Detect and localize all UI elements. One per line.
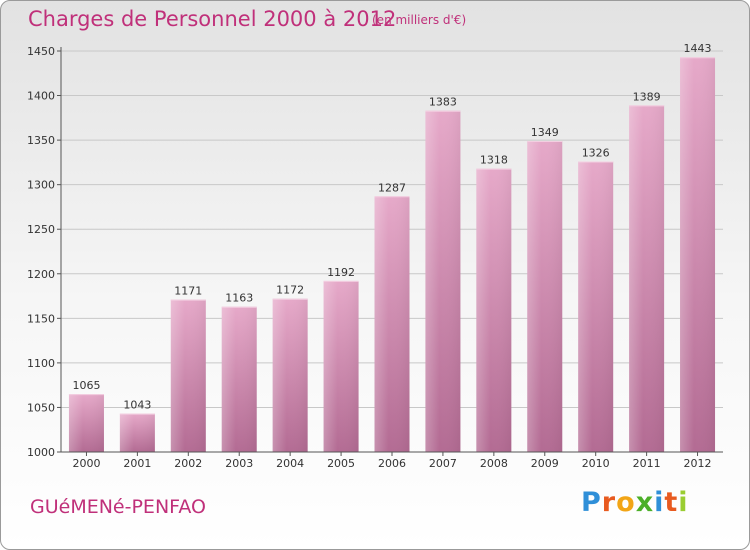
x-tick-label: 2011 [633,457,661,470]
logo-letter: x [635,487,655,518]
y-tick-label: 1100 [27,357,55,370]
logo-letter: r [601,487,617,518]
logo-letter: P [581,487,602,518]
bar-shading [272,298,308,452]
x-tick-label: 2012 [684,457,712,470]
bar-shading [119,413,155,452]
x-tick-label: 2006 [378,457,406,470]
logo-letter: i [678,487,689,518]
bar-shading [476,168,512,453]
y-tick-label: 1350 [27,134,55,147]
bar-value-label: 1163 [225,292,253,305]
bar-value-label: 1349 [531,126,559,139]
chart-title: Charges de Personnel 2000 à 2012 [28,7,397,31]
proxiti-logo: Proxiti [581,487,689,518]
x-tick-label: 2009 [531,457,559,470]
x-tick-label: 2004 [276,457,304,470]
x-tick-label: 2007 [429,457,457,470]
bar-value-label: 1326 [582,146,610,159]
x-tick-label: 2000 [72,457,100,470]
bar-value-label: 1318 [480,154,508,167]
bar-shading [323,280,359,452]
x-tick-label: 2010 [582,457,610,470]
bar-shading [221,306,257,452]
commune-name: GUéMENé-PENFAO [30,496,206,518]
bar-shading [527,141,563,452]
x-tick-label: 2001 [123,457,151,470]
bar-value-label: 1389 [633,90,661,103]
y-tick-label: 1050 [27,401,55,414]
bar-value-label: 1443 [684,42,712,55]
y-tick-label: 1400 [27,90,55,103]
y-tick-label: 1150 [27,312,55,325]
y-tick-label: 1000 [27,446,55,459]
bar-value-label: 1287 [378,181,406,194]
bar-shading [629,105,665,452]
logo-letter: i [654,487,665,518]
y-tick-label: 1250 [27,223,55,236]
bar-shading [578,161,614,452]
bar-shading [68,394,104,452]
y-tick-label: 1200 [27,268,55,281]
bar-value-label: 1172 [276,284,304,297]
y-tick-label: 1300 [27,179,55,192]
bar-shading [680,57,716,452]
bar-shading [374,196,410,452]
bar-value-label: 1192 [327,266,355,279]
chart-subtitle: (en milliers d'€) [372,13,467,27]
x-tick-label: 2008 [480,457,508,470]
bar-value-label: 1383 [429,96,457,109]
logo-letter: t [664,487,679,518]
x-tick-label: 2005 [327,457,355,470]
x-tick-label: 2003 [225,457,253,470]
bar-shading [425,110,461,453]
bar-shading [170,299,206,452]
bar-value-label: 1171 [174,285,202,298]
bar-value-label: 1043 [123,399,151,412]
y-tick-label: 1450 [27,45,55,58]
bar-value-label: 1065 [72,379,100,392]
x-tick-label: 2002 [174,457,202,470]
logo-letter: o [616,487,636,518]
